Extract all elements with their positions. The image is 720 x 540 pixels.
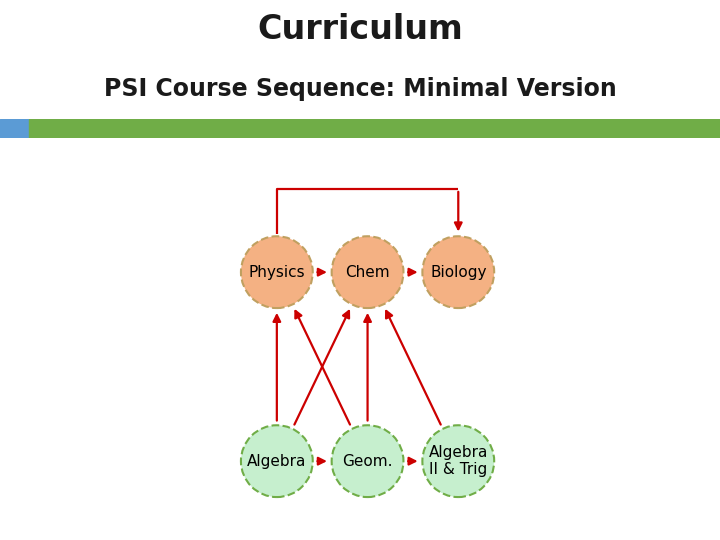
Text: Algebra
II & Trig: Algebra II & Trig — [428, 445, 488, 477]
Text: Geom.: Geom. — [342, 454, 393, 469]
Circle shape — [332, 236, 403, 308]
Text: PSI Course Sequence: Minimal Version: PSI Course Sequence: Minimal Version — [104, 77, 616, 101]
Text: Algebra: Algebra — [247, 454, 307, 469]
Circle shape — [423, 426, 494, 497]
Bar — [0, 119, 29, 138]
Text: Curriculum: Curriculum — [257, 13, 463, 46]
Circle shape — [332, 426, 403, 497]
Circle shape — [241, 236, 312, 308]
Text: Physics: Physics — [248, 265, 305, 280]
Text: Biology: Biology — [430, 265, 487, 280]
Circle shape — [423, 236, 494, 308]
Circle shape — [241, 426, 312, 497]
Text: Chem: Chem — [346, 265, 390, 280]
